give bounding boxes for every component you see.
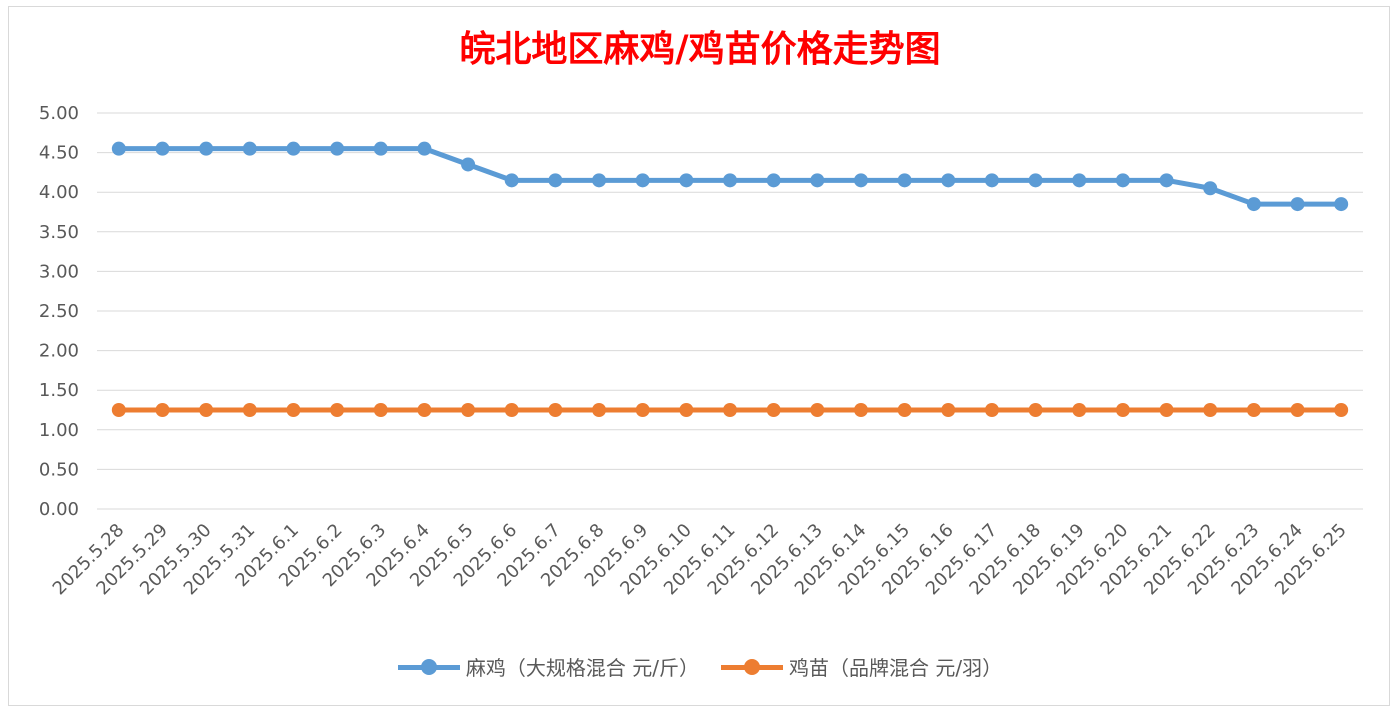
y-tick-label: 2.00 (39, 341, 79, 362)
series-2 (111, 403, 1349, 417)
data-point (853, 403, 868, 417)
legend-marker-series-2 (721, 657, 783, 677)
y-tick-label: 1.00 (39, 420, 79, 441)
data-point (1203, 181, 1218, 196)
y-tick-label: 1.50 (39, 380, 79, 401)
data-point (330, 141, 345, 156)
data-point (199, 403, 214, 417)
y-tick-label: 3.50 (39, 222, 79, 243)
data-point (766, 403, 781, 417)
data-point (1072, 173, 1087, 188)
data-point (155, 141, 170, 156)
data-point (155, 403, 170, 417)
data-point (984, 403, 999, 417)
data-point (548, 403, 563, 417)
data-point (1334, 197, 1349, 212)
data-point (461, 403, 476, 417)
chart-title: 皖北地区麻鸡/鸡苗价格走势图 (459, 28, 941, 70)
data-point (286, 141, 301, 156)
legend: 麻鸡（大规格混合 元/斤） 鸡苗（品牌混合 元/羽） (0, 652, 1400, 681)
data-point (504, 403, 519, 417)
data-point (504, 173, 519, 188)
data-point (810, 403, 825, 417)
data-point (199, 141, 214, 156)
y-tick-label: 2.50 (39, 301, 79, 322)
data-point (111, 141, 126, 156)
data-point (635, 173, 650, 188)
data-point (1159, 403, 1174, 417)
data-point (941, 403, 956, 417)
data-point (373, 403, 388, 417)
data-point (1072, 403, 1087, 417)
y-tick-label: 3.00 (39, 261, 79, 282)
data-point (1290, 403, 1305, 417)
legend-item-series-2: 鸡苗（品牌混合 元/羽） (721, 652, 1002, 681)
data-point (1246, 403, 1261, 417)
data-point (548, 173, 563, 188)
chart-frame (8, 6, 1390, 706)
data-point (417, 141, 432, 156)
data-point (286, 403, 301, 417)
gridlines (97, 112, 1363, 510)
data-point (679, 403, 694, 417)
data-point (723, 173, 737, 188)
data-point (679, 173, 694, 188)
data-point (111, 403, 126, 417)
legend-label-series-2: 鸡苗（品牌混合 元/羽） (789, 656, 1003, 680)
data-point (1203, 403, 1218, 417)
y-tick-label: 0.50 (39, 459, 79, 480)
data-point (242, 141, 257, 156)
data-point (1246, 197, 1261, 212)
data-point (1028, 173, 1043, 188)
data-point (373, 141, 388, 156)
data-point (1290, 197, 1305, 212)
data-point (635, 403, 650, 417)
legend-marker-series-1 (397, 657, 460, 677)
data-point (330, 403, 345, 417)
data-point (592, 403, 607, 417)
y-tick-label: 0.00 (39, 499, 79, 520)
data-point (810, 173, 825, 188)
data-point (1115, 403, 1130, 417)
series-1 (111, 141, 1349, 212)
y-tick-label: 4.50 (39, 143, 79, 164)
data-point (723, 403, 737, 417)
data-point (853, 173, 868, 188)
data-point (1115, 173, 1130, 188)
data-point (1334, 403, 1349, 417)
y-axis-ticks: 0.00 0.50 1.00 1.50 2.00 2.50 3.00 3.50 4.00 4.50… (39, 103, 79, 520)
data-point (592, 173, 607, 188)
data-point (417, 403, 432, 417)
data-point (941, 173, 956, 188)
data-point (897, 173, 912, 188)
legend-item-series-1: 麻鸡（大规格混合 元/斤） (397, 652, 699, 681)
y-tick-label: 5.00 (39, 103, 79, 124)
data-point (897, 403, 912, 417)
data-point (1028, 403, 1043, 417)
x-axis-ticks: 2025.5.282025.5.292025.5.302025.5.312025… (49, 520, 1351, 600)
data-point (1159, 173, 1174, 188)
data-point (766, 173, 781, 188)
y-tick-label: 4.00 (39, 182, 79, 203)
series-group (111, 141, 1349, 417)
data-point (242, 403, 257, 417)
data-point (461, 157, 476, 172)
data-point (984, 173, 999, 188)
legend-label-series-1: 麻鸡（大规格混合 元/斤） (465, 656, 699, 680)
